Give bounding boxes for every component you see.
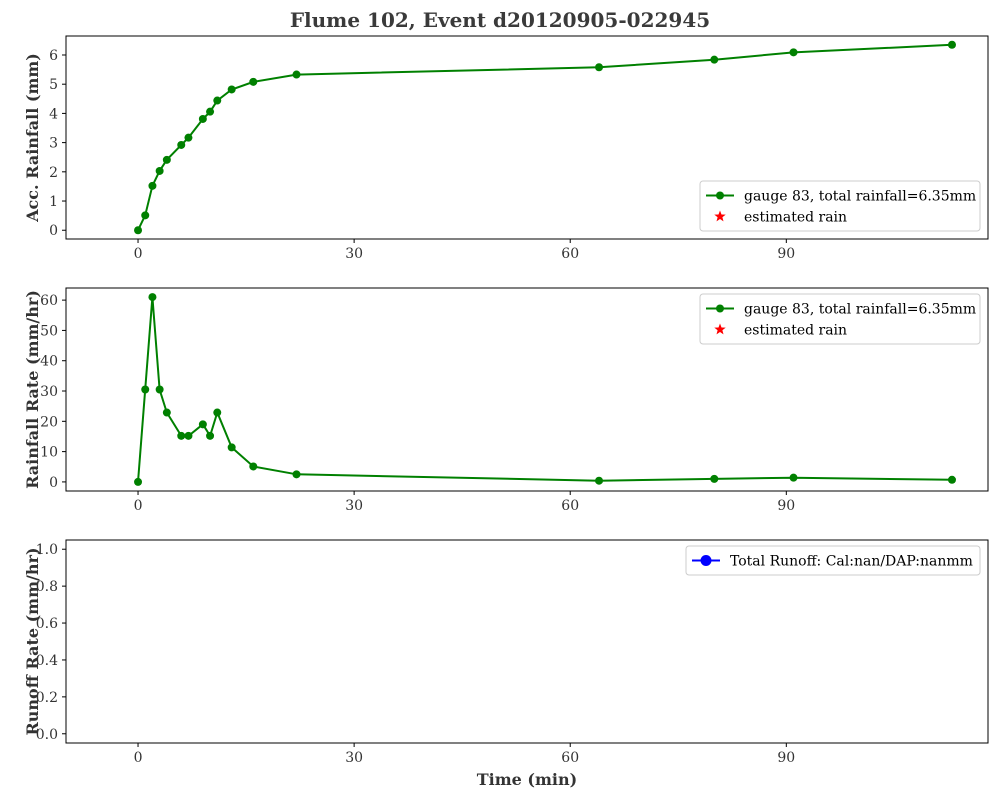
- y-axis-label: Acc. Rainfall (mm): [23, 53, 42, 223]
- y-tick-label: 60: [40, 293, 58, 309]
- data-point: [249, 77, 258, 86]
- data-point: [184, 133, 193, 142]
- x-tick-label: 60: [561, 750, 579, 766]
- plot-frame-2: [65, 287, 989, 492]
- y-tick-label: 5: [49, 77, 58, 93]
- legend-label: estimated rain: [744, 210, 847, 226]
- data-point: [148, 181, 157, 190]
- data-point: [249, 462, 258, 471]
- legend-box: [685, 545, 981, 576]
- y-tick-label: 1: [49, 194, 58, 210]
- plot-frame-3: [65, 539, 989, 744]
- figure-title: Flume 102, Event d20120905-022945: [289, 8, 711, 32]
- x-tick-label: 0: [134, 498, 143, 514]
- y-tick-label: 6: [49, 48, 58, 64]
- y-tick-label: 4: [49, 106, 58, 122]
- data-point: [595, 476, 604, 485]
- data-point: [206, 107, 215, 116]
- legend-label: gauge 83, total rainfall=6.35mm: [744, 302, 976, 318]
- y-tick-label: 10: [40, 445, 58, 461]
- data-point: [177, 140, 186, 149]
- x-tick-label: 60: [561, 498, 579, 514]
- data-point: [184, 431, 193, 440]
- data-point: [292, 70, 301, 79]
- data-point: [148, 293, 157, 302]
- legend-star-marker: [714, 210, 726, 222]
- legend-label: Total Runoff: Cal:nan/DAP:nanmm: [730, 554, 973, 570]
- data-point: [947, 475, 956, 484]
- data-point: [141, 211, 150, 220]
- x-tick-label: 30: [345, 498, 363, 514]
- y-tick-label: 40: [40, 354, 58, 370]
- data-point: [227, 443, 236, 452]
- data-point: [162, 155, 171, 164]
- x-axis-label: Time (min): [477, 770, 577, 789]
- data-point: [292, 470, 301, 479]
- x-tick-label: 0: [134, 750, 143, 766]
- data-point: [227, 85, 236, 94]
- data-point: [141, 385, 150, 394]
- x-tick-label: 30: [345, 246, 363, 262]
- x-tick-label: 60: [561, 246, 579, 262]
- y-axis-label: Runoff Rate (mm/hr): [23, 547, 42, 735]
- y-tick-label: 20: [40, 414, 58, 430]
- data-point: [213, 96, 222, 105]
- y-tick-label: 0: [49, 475, 58, 491]
- legend-label: gauge 83, total rainfall=6.35mm: [744, 189, 976, 205]
- data-point: [134, 226, 143, 235]
- x-tick-label: 90: [777, 246, 795, 262]
- y-tick-label: 1.0: [36, 542, 58, 558]
- data-point: [595, 63, 604, 72]
- data-point: [177, 431, 186, 440]
- x-tick-label: 30: [345, 750, 363, 766]
- y-tick-label: 0.4: [36, 653, 58, 669]
- data-point: [198, 420, 207, 429]
- x-tick-label: 90: [777, 498, 795, 514]
- x-tick-label: 0: [134, 246, 143, 262]
- data-point: [710, 55, 719, 64]
- legend-label: estimated rain: [744, 323, 847, 339]
- y-tick-label: 3: [49, 136, 58, 152]
- y-axis-label: Rainfall Rate (mm/hr): [23, 290, 42, 489]
- legend-marker: [700, 555, 712, 566]
- x-tick-label: 90: [777, 750, 795, 766]
- y-tick-label: 0.0: [36, 727, 58, 743]
- data-point: [206, 431, 215, 440]
- y-tick-label: 50: [40, 323, 58, 339]
- data-point: [155, 166, 164, 175]
- legend-star-marker: [714, 323, 726, 335]
- plot-frame-1: [65, 35, 989, 240]
- data-point: [789, 473, 798, 482]
- data-point: [198, 114, 207, 123]
- data-point: [213, 408, 222, 417]
- data-point: [710, 474, 719, 483]
- y-tick-label: 0.8: [36, 579, 58, 595]
- y-tick-label: 30: [40, 384, 58, 400]
- y-tick-label: 2: [49, 165, 58, 181]
- legend-box: [699, 180, 981, 232]
- legend-marker: [716, 191, 724, 200]
- legend-box: [699, 293, 981, 345]
- data-point: [947, 40, 956, 49]
- y-tick-label: 0: [49, 223, 58, 239]
- data-point: [789, 48, 798, 57]
- y-tick-label: 0.6: [36, 616, 58, 632]
- data-point: [155, 385, 164, 394]
- data-point: [134, 477, 143, 486]
- data-point: [162, 408, 171, 417]
- y-tick-label: 0.2: [36, 690, 58, 706]
- legend-marker: [716, 304, 724, 313]
